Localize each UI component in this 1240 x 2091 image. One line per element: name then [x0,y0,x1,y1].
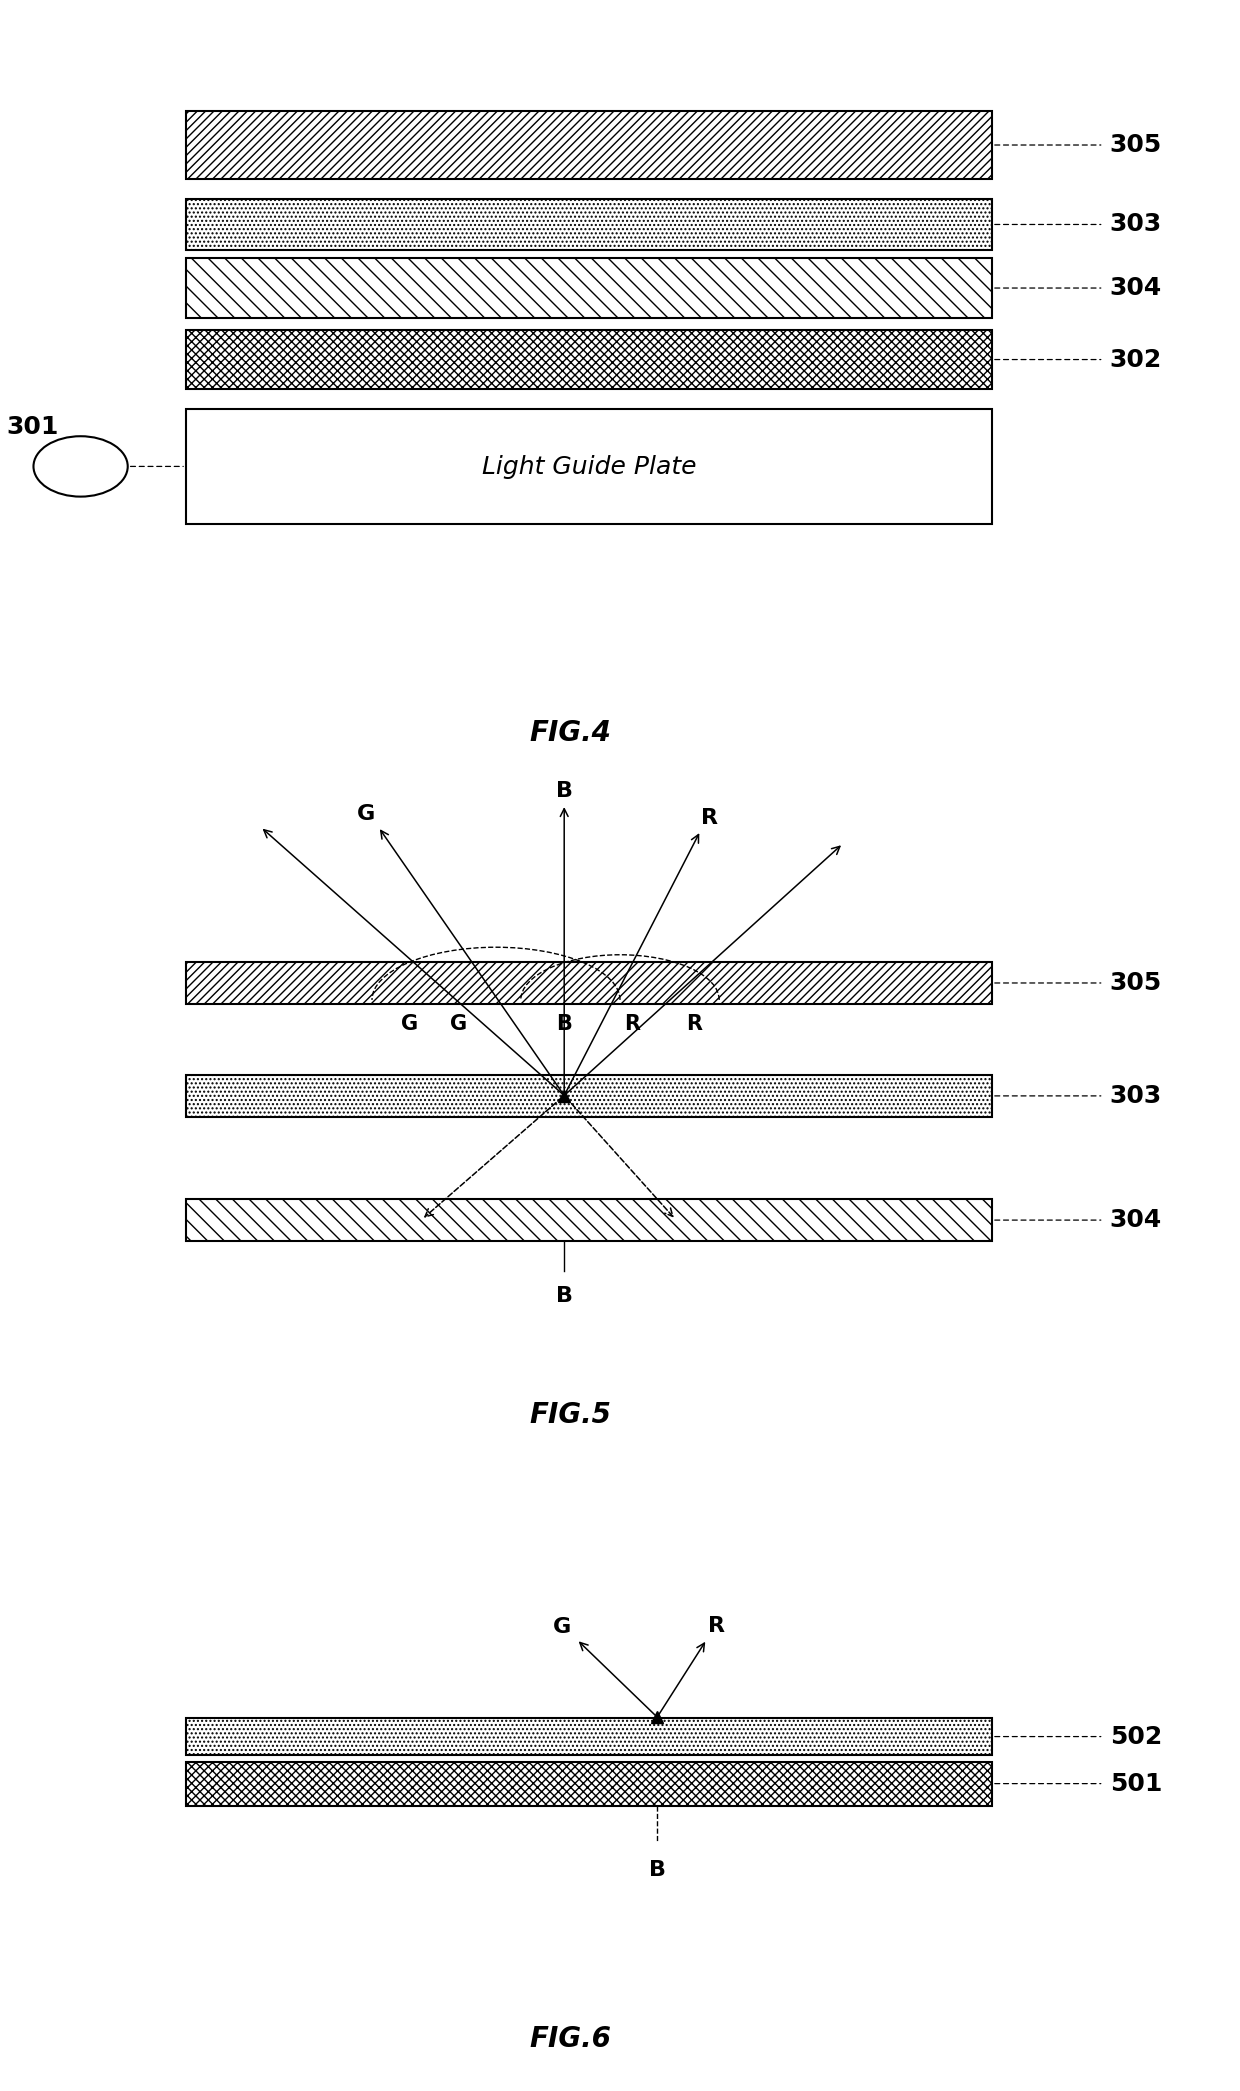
Bar [186,1719,992,1756]
Bar [186,330,992,389]
Text: 301: 301 [6,414,58,439]
Text: 304: 304 [1110,276,1162,299]
Text: B: B [556,1286,573,1307]
Text: R: R [687,1014,702,1035]
Bar [186,962,992,1004]
Text: 304: 304 [1110,1209,1162,1232]
Text: 305: 305 [1110,134,1162,157]
Text: G: G [401,1014,418,1035]
Text: FIG.4: FIG.4 [529,719,611,746]
Bar [186,111,992,178]
Text: 502: 502 [1110,1725,1162,1748]
Text: 302: 302 [1110,347,1162,372]
Text: R: R [702,807,718,828]
Text: FIG.6: FIG.6 [529,2026,611,2053]
Text: 303: 303 [1110,213,1162,236]
Text: FIG.5: FIG.5 [529,1401,611,1428]
Text: R: R [625,1014,640,1035]
Text: B: B [649,1861,666,1880]
Bar [186,257,992,318]
Bar [186,410,992,525]
Text: 303: 303 [1110,1083,1162,1108]
Text: B: B [557,1014,572,1035]
Text: G: G [450,1014,467,1035]
Bar [186,199,992,251]
Text: B: B [556,780,573,801]
Bar [186,1075,992,1117]
Text: G: G [357,805,376,824]
Text: 305: 305 [1110,970,1162,995]
Text: 501: 501 [1110,1771,1162,1796]
Bar [186,1200,992,1240]
Bar [186,1761,992,1805]
Text: R: R [708,1616,725,1637]
Circle shape [33,437,128,496]
Text: G: G [553,1616,572,1637]
Text: Light Guide Plate: Light Guide Plate [482,456,696,479]
